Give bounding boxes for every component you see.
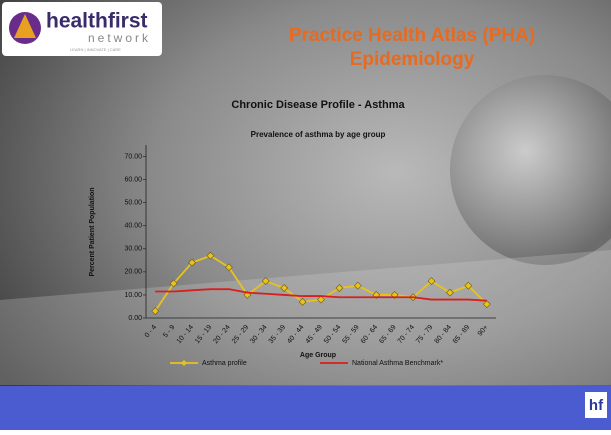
legend-marker <box>181 360 187 366</box>
series-line <box>155 288 487 302</box>
logo-sub: network <box>88 31 151 45</box>
y-tick-label: 70.00 <box>124 153 142 160</box>
data-point <box>446 288 454 297</box>
y-tick-label: 0.00 <box>128 315 142 322</box>
footer-logo-box <box>585 392 607 418</box>
y-tick-label: 40.00 <box>124 223 142 230</box>
slide-title: Practice Health Atlas (PHA) <box>289 25 535 46</box>
y-axis-label: Percent Patient Population <box>89 187 96 276</box>
data-point <box>261 277 270 286</box>
data-point <box>169 279 178 288</box>
data-point <box>188 258 196 267</box>
legend-label: National Asthma Benchmark* <box>352 360 443 367</box>
data-point <box>427 277 436 286</box>
y-tick-label: 20.00 <box>124 269 142 276</box>
data-point <box>335 284 344 292</box>
globe-decoration <box>450 75 611 265</box>
y-tick-label: 30.00 <box>124 246 142 253</box>
logo-box <box>2 2 162 56</box>
data-point <box>151 307 160 316</box>
y-tick-label: 10.00 <box>124 292 142 299</box>
chart-title: Chronic Disease Profile - Asthma <box>231 99 405 111</box>
footer-logo: hf <box>589 397 604 414</box>
legend-label: Asthma profile <box>202 360 247 367</box>
data-point <box>206 251 215 260</box>
logo-tagline: LEARN | INNOVATE | CARE <box>70 47 121 52</box>
floor-decoration <box>0 250 611 385</box>
slide-title: Epidemiology <box>350 49 475 70</box>
x-axis-label: Age Group <box>300 352 336 359</box>
data-point <box>243 291 252 299</box>
data-point <box>464 281 473 290</box>
data-point <box>298 297 307 306</box>
data-point <box>353 281 362 290</box>
logo-name: healthfirst <box>46 10 148 33</box>
data-point <box>317 295 325 304</box>
footer-bar <box>0 386 611 430</box>
logo-mark-inner <box>14 14 36 38</box>
data-point <box>482 300 491 309</box>
y-tick-label: 60.00 <box>124 176 142 183</box>
y-tick-label: 50.00 <box>124 200 142 207</box>
data-point <box>224 263 233 272</box>
chart-subtitle: Prevalence of asthma by age group <box>251 130 386 139</box>
data-point <box>280 284 289 292</box>
